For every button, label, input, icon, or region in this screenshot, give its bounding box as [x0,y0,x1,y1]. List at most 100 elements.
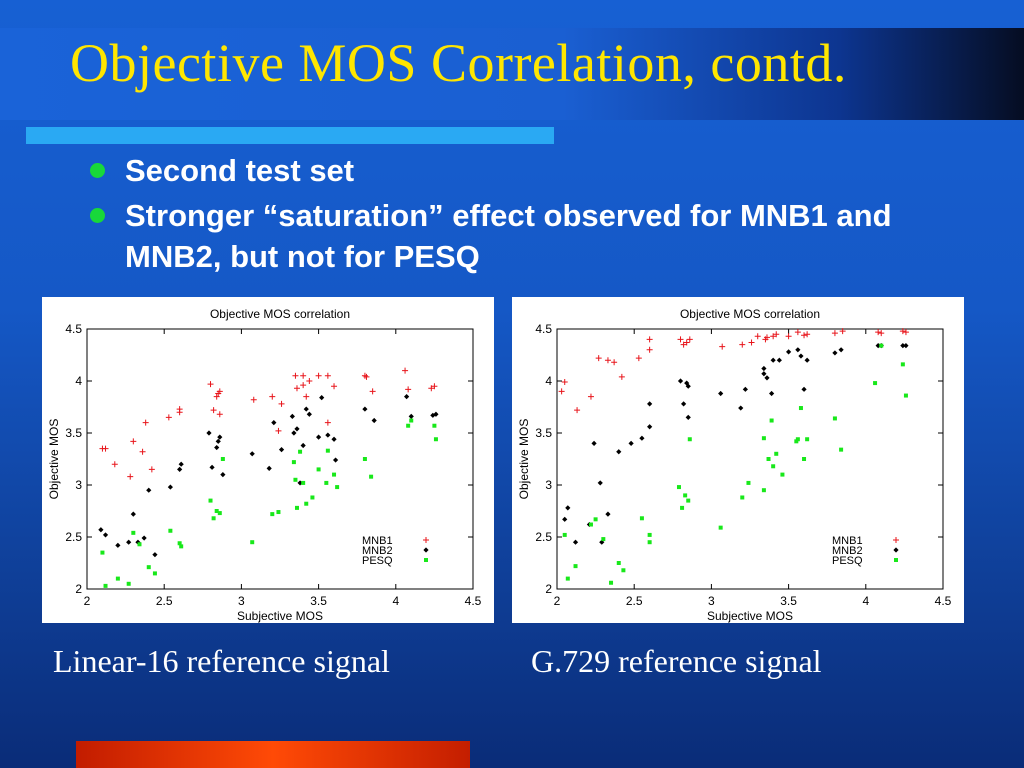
data-point-pesq [769,418,774,423]
data-point-mnb1 [831,330,838,337]
data-point-mnb2 [786,349,792,355]
data-point-mnb2 [271,420,277,426]
data-point-mnb1 [431,383,438,390]
data-point-mnb1 [278,400,285,407]
data-point-pesq [676,485,681,490]
x-axis-label: Subjective MOS [707,609,793,623]
legend-label: MNB2 [362,545,393,557]
data-point-mnb1 [303,393,310,400]
data-point-mnb2 [217,434,223,440]
data-point-pesq [131,530,136,535]
data-point-pesq [406,423,411,428]
data-point-mnb2 [764,375,770,381]
data-point-mnb2 [278,447,285,453]
data-point-pesq [291,460,296,465]
bullet-item: Stronger “saturation” effect observed fo… [86,195,986,277]
data-point-mnb2 [795,347,801,353]
data-point-mnb2 [761,371,767,377]
data-point-mnb2 [804,357,810,363]
data-point-mnb1 [127,473,134,480]
data-point-mnb1 [405,386,412,393]
data-point-mnb1 [275,427,282,434]
data-point-pesq [771,464,776,469]
data-point-mnb2 [319,395,325,401]
legend-marker-mnb2 [423,547,429,553]
data-point-pesq [609,580,614,585]
data-point-pesq [683,493,688,498]
data-point-pesq [362,457,367,461]
data-point-pesq [805,437,810,442]
x-tick-label: 2.5 [156,594,173,608]
data-point-pesq [798,406,803,411]
data-point-mnb1 [558,388,565,395]
data-point-pesq [686,498,691,503]
data-point-mnb1 [300,372,307,379]
data-point-mnb1 [770,333,777,340]
data-point-mnb2 [404,394,410,400]
data-point-pesq [332,472,337,477]
data-point-mnb1 [899,328,906,335]
data-point-pesq [276,510,281,515]
data-point-mnb1 [839,328,846,335]
plot-frame [556,328,944,590]
data-point-mnb1 [361,372,368,379]
legend-label: PESQ [832,555,863,567]
legend-label: MNB2 [832,545,863,557]
scatter-chart-linear16: Objective MOS correlation Subjective MOS O… [47,307,482,623]
data-point-mnb1 [561,379,568,386]
data-point-pesq [304,501,309,506]
data-point-mnb1 [773,331,780,338]
data-point-mnb1 [293,385,300,392]
data-point-mnb1 [130,438,137,445]
data-point-pesq [152,571,157,576]
data-point-mnb2 [249,451,255,457]
data-point-mnb1 [902,329,909,336]
data-point-pesq [639,516,644,521]
data-point-pesq [126,581,131,586]
x-tick-label: 2.5 [626,594,643,608]
data-point-mnb1 [801,332,808,339]
data-point-mnb2 [294,426,300,432]
title-bar [0,28,1024,120]
x-tick-label: 4.5 [465,594,482,608]
y-tick-label: 3.5 [65,426,82,440]
y-tick-label: 4 [75,374,82,388]
data-point-pesq [565,576,570,581]
data-point-mnb2 [832,350,838,356]
legend-label: PESQ [362,555,393,567]
data-point-mnb2 [141,535,147,541]
legend-marker-mnb2 [893,547,899,553]
bullet-list: Second test set Stronger “saturation” ef… [86,150,986,281]
data-point-mnb1 [142,419,149,426]
bullet-text: Second test set [125,153,355,188]
data-point-mnb2 [316,434,322,440]
legend-marker-pesq [424,558,428,562]
data-point-mnb1 [719,343,726,350]
data-point-mnb2 [647,424,653,430]
data-point-mnb2 [126,539,132,545]
x-tick-label: 2 [554,594,561,608]
data-point-mnb2 [677,378,684,384]
data-point-pesq [433,437,438,442]
bullet-text: Stronger “saturation” effect observed fo… [125,198,892,274]
data-point-mnb2 [769,390,775,397]
data-point-mnb2 [220,472,226,478]
data-point-mnb2 [591,440,597,446]
legend-label: MNB1 [832,535,863,547]
data-point-pesq [325,448,330,453]
data-point-pesq [903,393,908,398]
data-point-pesq [593,517,598,522]
data-point-pesq [100,550,105,555]
data-point-mnb1 [794,329,801,336]
data-point-mnb1 [250,396,257,403]
data-point-mnb1 [210,407,217,414]
data-point-mnb2 [306,411,312,417]
data-point-pesq [562,532,567,537]
data-point-pesq [115,576,120,581]
data-point-mnb1 [213,393,220,400]
data-point-pesq [250,540,255,545]
x-tick-label: 4 [392,594,399,608]
caption-linear16: Linear-16 reference signal [53,643,390,679]
data-point-mnb2 [206,430,212,436]
legend-label: MNB1 [362,535,393,547]
